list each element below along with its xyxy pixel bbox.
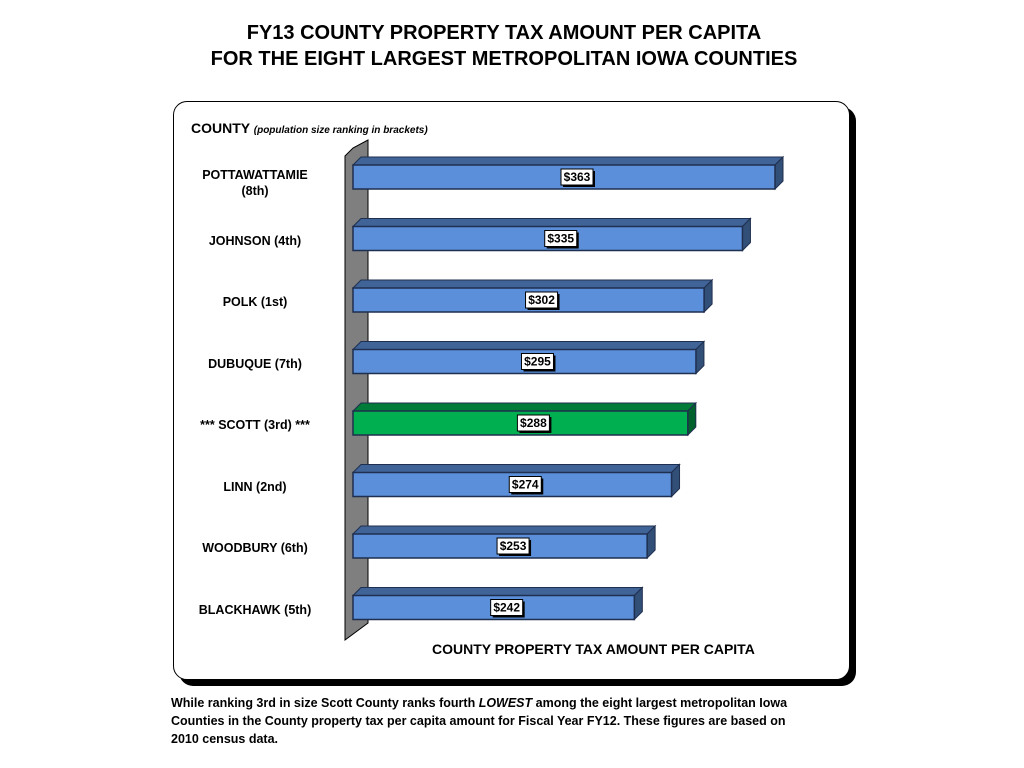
category-label: POLK (1st) <box>175 294 335 310</box>
data-label: $242 <box>493 601 520 615</box>
data-label-box <box>560 168 594 186</box>
category-label: LINN (2nd) <box>175 479 335 495</box>
category-label-line: DUBUQUE (7th) <box>208 356 302 371</box>
category-label: BLACKHAWK (5th) <box>175 602 335 618</box>
data-label-box <box>520 353 554 370</box>
category-label-line: (8th) <box>241 184 269 198</box>
bar-top <box>351 402 698 412</box>
category-label-line: WOODBURY (6th) <box>202 541 308 555</box>
category-label-line: *** SCOTT (3rd) *** <box>200 418 310 432</box>
data-label: $335 <box>547 232 574 246</box>
chart-panel <box>173 101 850 680</box>
data-label-box <box>508 476 542 493</box>
data-label: $288 <box>520 416 547 430</box>
data-label-box <box>544 230 578 247</box>
bar-top <box>351 464 681 473</box>
data-label: $363 <box>564 170 591 184</box>
category-label-line: LINN (2nd) <box>223 479 287 494</box>
data-label: $302 <box>528 293 555 307</box>
footnote-emphasis: LOWEST <box>478 696 533 710</box>
category-label-line: JOHNSON (4th) <box>208 233 302 248</box>
data-label: $295 <box>524 355 551 369</box>
category-label: DUBUQUE (7th) <box>175 356 335 372</box>
y-axis-subtitle: (population size ranking in brackets) <box>253 125 428 136</box>
chart-title-line1: FY13 COUNTY PROPERTY TAX AMOUNT PER CAPI… <box>246 22 762 44</box>
data-label: $253 <box>500 539 527 553</box>
category-label: JOHNSON (4th) <box>175 233 335 249</box>
bar-top <box>351 525 657 535</box>
category-label-line: BLACKHAWK (5th) <box>198 602 312 617</box>
y-axis-title-text: COUNTY <box>191 120 250 136</box>
data-label-box <box>525 291 559 309</box>
data-label-box <box>496 537 530 555</box>
bar-top <box>351 218 752 227</box>
chart-title: FY13 COUNTY PROPERTY TAX AMOUNT PER CAPI… <box>0 20 1008 72</box>
category-label: WOODBURY (6th) <box>175 540 335 556</box>
y-axis-title: COUNTY (population size ranking in brack… <box>191 120 428 136</box>
data-label-box <box>516 414 550 432</box>
category-label-line: POLK (1st) <box>222 295 288 309</box>
category-label-line: POTTAWATTAMIE <box>202 168 308 182</box>
bar-top <box>351 341 706 350</box>
chart-title-line2: FOR THE EIGHT LARGEST METROPOLITAN IOWA … <box>210 48 798 70</box>
footnote-part1: While ranking 3rd in size Scott County r… <box>171 696 479 710</box>
data-label: $274 <box>512 478 539 492</box>
bar-top <box>351 587 644 596</box>
footnote-part2: among the eight largest metropolitan Iow… <box>171 696 788 746</box>
bar-top <box>351 279 714 289</box>
footnote: While ranking 3rd in size Scott County r… <box>171 694 791 748</box>
bar-top <box>351 156 785 166</box>
data-label-box <box>490 599 524 616</box>
axis-wall <box>344 139 369 641</box>
category-label: *** SCOTT (3rd) *** <box>175 417 335 433</box>
category-label: POTTAWATTAMIE (8th) <box>175 167 335 199</box>
x-axis-title: COUNTY PROPERTY TAX AMOUNT PER CAPITA <box>432 641 755 657</box>
